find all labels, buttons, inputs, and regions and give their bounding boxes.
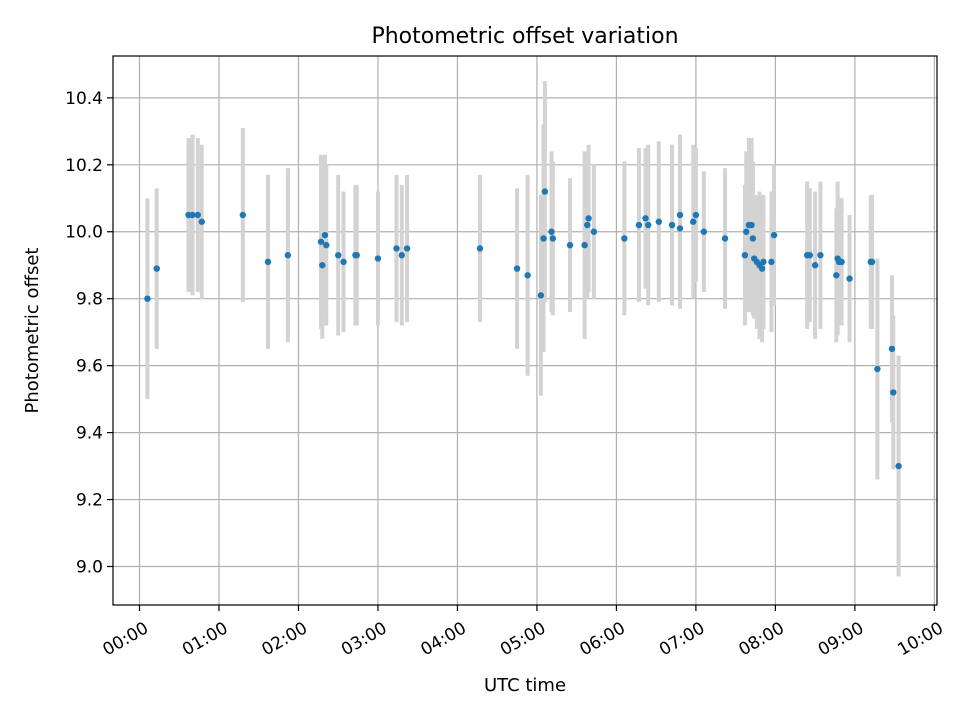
- data-point: [838, 258, 845, 266]
- data-point: [590, 228, 598, 235]
- data-point: [743, 228, 750, 235]
- chart-title: Photometric offset variation: [371, 24, 678, 49]
- data-point: [374, 255, 382, 262]
- y-tick-label: 9.6: [76, 357, 103, 377]
- x-tick-label: 02:00: [259, 618, 311, 660]
- data-point: [524, 272, 531, 279]
- data-point: [874, 365, 881, 373]
- data-point: [833, 272, 840, 279]
- y-tick-label: 9.0: [76, 558, 103, 578]
- data-point: [323, 241, 330, 249]
- data-point: [700, 228, 708, 235]
- data-point: [321, 231, 329, 239]
- data-point: [806, 251, 814, 259]
- x-tick-label: 07:00: [656, 618, 708, 660]
- data-point: [144, 295, 151, 302]
- data-point: [340, 258, 347, 266]
- data-point: [549, 235, 557, 242]
- x-tick-label: 09:00: [815, 618, 867, 660]
- data-point: [748, 221, 755, 229]
- data-point: [585, 215, 592, 222]
- data-point: [890, 389, 897, 396]
- data-point: [566, 241, 574, 249]
- data-point: [676, 225, 684, 232]
- y-tick-label: 9.2: [76, 491, 103, 511]
- data-point: [581, 241, 588, 249]
- y-tick-label: 10.0: [65, 223, 103, 243]
- data-point: [811, 262, 819, 269]
- data-point: [584, 221, 591, 229]
- data-point: [692, 211, 700, 219]
- data-point: [621, 235, 628, 242]
- x-axis-label: UTC time: [484, 675, 566, 696]
- data-point: [153, 265, 160, 272]
- data-point: [895, 462, 902, 470]
- data-point: [741, 251, 749, 259]
- data-point: [749, 235, 757, 242]
- x-tick-label: 03:00: [338, 618, 390, 660]
- data-point: [239, 211, 247, 219]
- data-point: [335, 251, 342, 259]
- data-points: [144, 188, 902, 470]
- data-point: [264, 258, 272, 266]
- y-tick-label: 9.4: [76, 424, 103, 444]
- error-bars: [145, 81, 901, 577]
- y-tick-label: 9.8: [76, 290, 103, 310]
- plot-frame: [112, 55, 938, 606]
- data-point: [655, 218, 663, 225]
- data-point: [198, 218, 205, 225]
- data-point: [513, 265, 521, 272]
- data-point: [817, 251, 824, 259]
- data-point: [317, 238, 325, 245]
- data-point: [768, 258, 775, 266]
- data-point: [353, 251, 360, 259]
- x-tick-label: 01:00: [179, 618, 231, 660]
- data-point: [668, 221, 676, 229]
- data-point: [403, 245, 411, 252]
- x-tick-label: 00:00: [100, 618, 152, 660]
- data-point: [537, 292, 545, 299]
- data-point: [476, 245, 484, 252]
- x-tick-label: 08:00: [735, 618, 787, 660]
- data-point: [758, 265, 766, 272]
- data-point: [548, 228, 555, 235]
- y-tick-label: 10.2: [65, 156, 103, 176]
- data-point: [721, 235, 729, 242]
- data-point: [888, 345, 896, 353]
- x-tick-label: 05:00: [497, 618, 549, 660]
- y-axis-ticks: 9.0 9.2 9.4 9.6 9.8 10.0 10.2 10.4: [65, 89, 113, 578]
- x-axis-ticks: 00:00 01:00 02:00 03:00 04:00 05:00 06:00 07:00…: [100, 605, 947, 660]
- y-axis-label: Photometric offset: [22, 248, 43, 414]
- data-point: [676, 211, 684, 219]
- data-point: [541, 188, 549, 195]
- data-point: [770, 231, 778, 239]
- data-point: [868, 258, 876, 266]
- grid-lines: [113, 56, 937, 605]
- data-point: [760, 258, 767, 266]
- data-point: [635, 221, 643, 229]
- data-point: [393, 245, 400, 252]
- y-tick-label: 10.4: [65, 89, 103, 109]
- x-tick-label: 10:00: [894, 618, 946, 660]
- data-point: [540, 235, 547, 242]
- data-point: [645, 221, 652, 229]
- x-tick-label: 06:00: [576, 618, 628, 660]
- x-tick-label: 04:00: [418, 618, 470, 660]
- data-point: [194, 211, 201, 219]
- data-point: [189, 211, 196, 219]
- data-point: [690, 218, 697, 225]
- data-point: [319, 262, 326, 269]
- data-point: [398, 251, 405, 259]
- data-point: [846, 275, 853, 282]
- data-point: [284, 251, 292, 259]
- data-point: [642, 215, 649, 222]
